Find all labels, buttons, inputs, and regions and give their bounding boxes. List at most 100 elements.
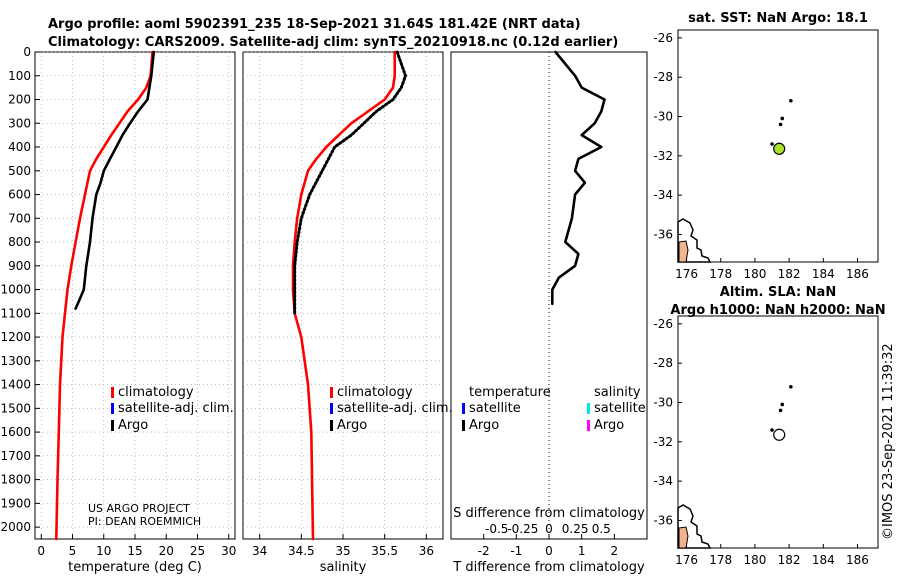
series-line-argo bbox=[293, 50, 407, 315]
depth-tick-label: 1100 bbox=[0, 306, 31, 320]
x-tick-label: 0 bbox=[37, 544, 45, 558]
float-track-point bbox=[789, 98, 793, 103]
float-track-point bbox=[770, 142, 774, 146]
lon-tick-label: 176 bbox=[675, 553, 698, 567]
x-tick-label: 5 bbox=[69, 544, 77, 558]
legend-satellite-swatch bbox=[330, 403, 333, 414]
float-track-point bbox=[778, 122, 783, 127]
depth-tick-label: 600 bbox=[8, 188, 31, 202]
depth-tick-label: 1500 bbox=[0, 401, 31, 415]
x-tick-label: 1 bbox=[578, 544, 586, 558]
x-tick-label: 20 bbox=[159, 544, 174, 558]
float-track-point bbox=[789, 384, 793, 389]
s-difference-x-label: S difference from climatology bbox=[453, 506, 645, 521]
credit-pi: PI: DEAN ROEMMICH bbox=[88, 515, 201, 528]
s-tick-label: -0.25 bbox=[507, 522, 538, 536]
difference-series bbox=[550, 50, 606, 306]
series-line-climatology bbox=[54, 50, 154, 541]
depth-tick-label: 1300 bbox=[0, 354, 31, 368]
salinity-legend: climatology satellite-adj. clim. Argo bbox=[330, 385, 453, 433]
temperature-x-label: temperature (deg C) bbox=[68, 560, 202, 575]
s-tick-label: 0 bbox=[545, 522, 553, 536]
lon-tick-label: 178 bbox=[709, 553, 732, 567]
x-tick-label: 2 bbox=[611, 544, 619, 558]
salinity-series bbox=[291, 50, 407, 541]
depth-tick-label: 2000 bbox=[0, 520, 31, 534]
sla-map-points bbox=[770, 384, 793, 441]
depth-tick-label: 900 bbox=[8, 259, 31, 273]
temperature-x-ticks: 0 5 10 15 20 25 30 bbox=[37, 534, 236, 558]
legend-t-satellite-swatch bbox=[462, 403, 465, 414]
legend-s-argo-label: Argo bbox=[594, 418, 624, 433]
lat-tick-label: -36 bbox=[653, 227, 673, 241]
legend-argo-label: Argo bbox=[337, 418, 367, 433]
sla-map-coastline bbox=[677, 504, 712, 549]
figure-title-line1: Argo profile: aoml 5902391_235 18-Sep-20… bbox=[48, 17, 581, 32]
x-tick-label: 34.5 bbox=[288, 544, 315, 558]
difference-x-ticks: -2 -1 0 1 2 bbox=[478, 534, 618, 558]
depth-tick-label: 1200 bbox=[0, 330, 31, 344]
x-tick-label: 30 bbox=[221, 544, 236, 558]
float-track-point bbox=[780, 402, 785, 407]
lat-tick-label: -26 bbox=[653, 317, 673, 331]
float-track-point bbox=[770, 428, 774, 432]
legend-argo-swatch bbox=[330, 420, 333, 431]
lat-tick-label: -34 bbox=[653, 188, 673, 202]
legend-satellite-label: satellite-adj. clim. bbox=[118, 401, 234, 416]
legend-climatology-swatch bbox=[111, 387, 114, 398]
depth-tick-label: 700 bbox=[8, 211, 31, 225]
series-line-t-difference bbox=[550, 50, 606, 306]
depth-tick-label: 800 bbox=[8, 235, 31, 249]
x-tick-label: 35.5 bbox=[371, 544, 398, 558]
x-tick-label: 10 bbox=[96, 544, 111, 558]
lat-tick-label: -32 bbox=[653, 149, 673, 163]
salinity-x-ticks: 34 34.5 35 35.5 36 bbox=[252, 534, 434, 558]
depth-tick-label: 1700 bbox=[0, 449, 31, 463]
legend-climatology-label: climatology bbox=[118, 385, 194, 400]
x-tick-label: -1 bbox=[510, 544, 522, 558]
sst-map-panel: sat. SST: NaN Argo: 18.1 176 178 180 182 184… bbox=[653, 11, 879, 281]
sst-map-title: sat. SST: NaN Argo: 18.1 bbox=[688, 11, 868, 26]
x-tick-label: -2 bbox=[478, 544, 490, 558]
s-tick-label: 0.5 bbox=[592, 522, 611, 536]
sla-map-lon-ticks: 176 178 180 182 184 186 bbox=[675, 544, 869, 567]
float-track-point bbox=[780, 116, 785, 121]
series-line-argo bbox=[74, 50, 156, 310]
depth-tick-label: 1400 bbox=[0, 378, 31, 392]
sst-map-frame bbox=[677, 29, 879, 263]
depth-tick-label: 400 bbox=[8, 140, 31, 154]
legend-salinity-heading: salinity bbox=[594, 385, 641, 400]
legend-argo-swatch bbox=[111, 420, 114, 431]
depth-tick-label: 1000 bbox=[0, 283, 31, 297]
x-tick-label: 36 bbox=[419, 544, 434, 558]
profile-location-marker bbox=[773, 428, 786, 441]
timestamp: ©IMOS 23-Sep-2021 11:39:32 bbox=[881, 343, 896, 540]
sla-map-title2: Argo h1000: NaN h2000: NaN bbox=[670, 303, 885, 318]
depth-tick-label: 0 bbox=[23, 45, 31, 59]
lon-tick-label: 180 bbox=[743, 553, 766, 567]
salinity-x-label: salinity bbox=[320, 560, 367, 575]
salinity-panel: 34 34.5 35 35.5 36 salinity climatology sate… bbox=[242, 50, 453, 575]
sla-map-frame bbox=[677, 315, 879, 549]
lat-tick-label: -30 bbox=[653, 396, 673, 410]
lon-tick-label: 182 bbox=[778, 553, 801, 567]
float-track-point bbox=[778, 408, 783, 413]
sst-map-coastline bbox=[677, 218, 712, 263]
temperature-axes-frame bbox=[34, 51, 236, 540]
salinity-axes-frame bbox=[242, 51, 444, 540]
legend-satellite-label: satellite-adj. clim. bbox=[337, 401, 453, 416]
x-tick-label: 35 bbox=[335, 544, 350, 558]
depth-tick-label: 200 bbox=[8, 93, 31, 107]
legend-argo-label: Argo bbox=[118, 418, 148, 433]
temperature-legend: climatology satellite-adj. clim. Argo bbox=[111, 385, 234, 433]
depth-tick-label: 1900 bbox=[0, 496, 31, 510]
legend-s-argo-swatch bbox=[587, 420, 590, 431]
legend-s-satellite-label: satellite bbox=[594, 401, 646, 416]
lat-tick-label: -30 bbox=[653, 110, 673, 124]
x-tick-label: 0 bbox=[545, 544, 553, 558]
lon-tick-label: 178 bbox=[709, 267, 732, 281]
depth-tick-label: 1800 bbox=[0, 473, 31, 487]
sst-map-points bbox=[770, 98, 793, 155]
lat-tick-label: -36 bbox=[653, 513, 673, 527]
